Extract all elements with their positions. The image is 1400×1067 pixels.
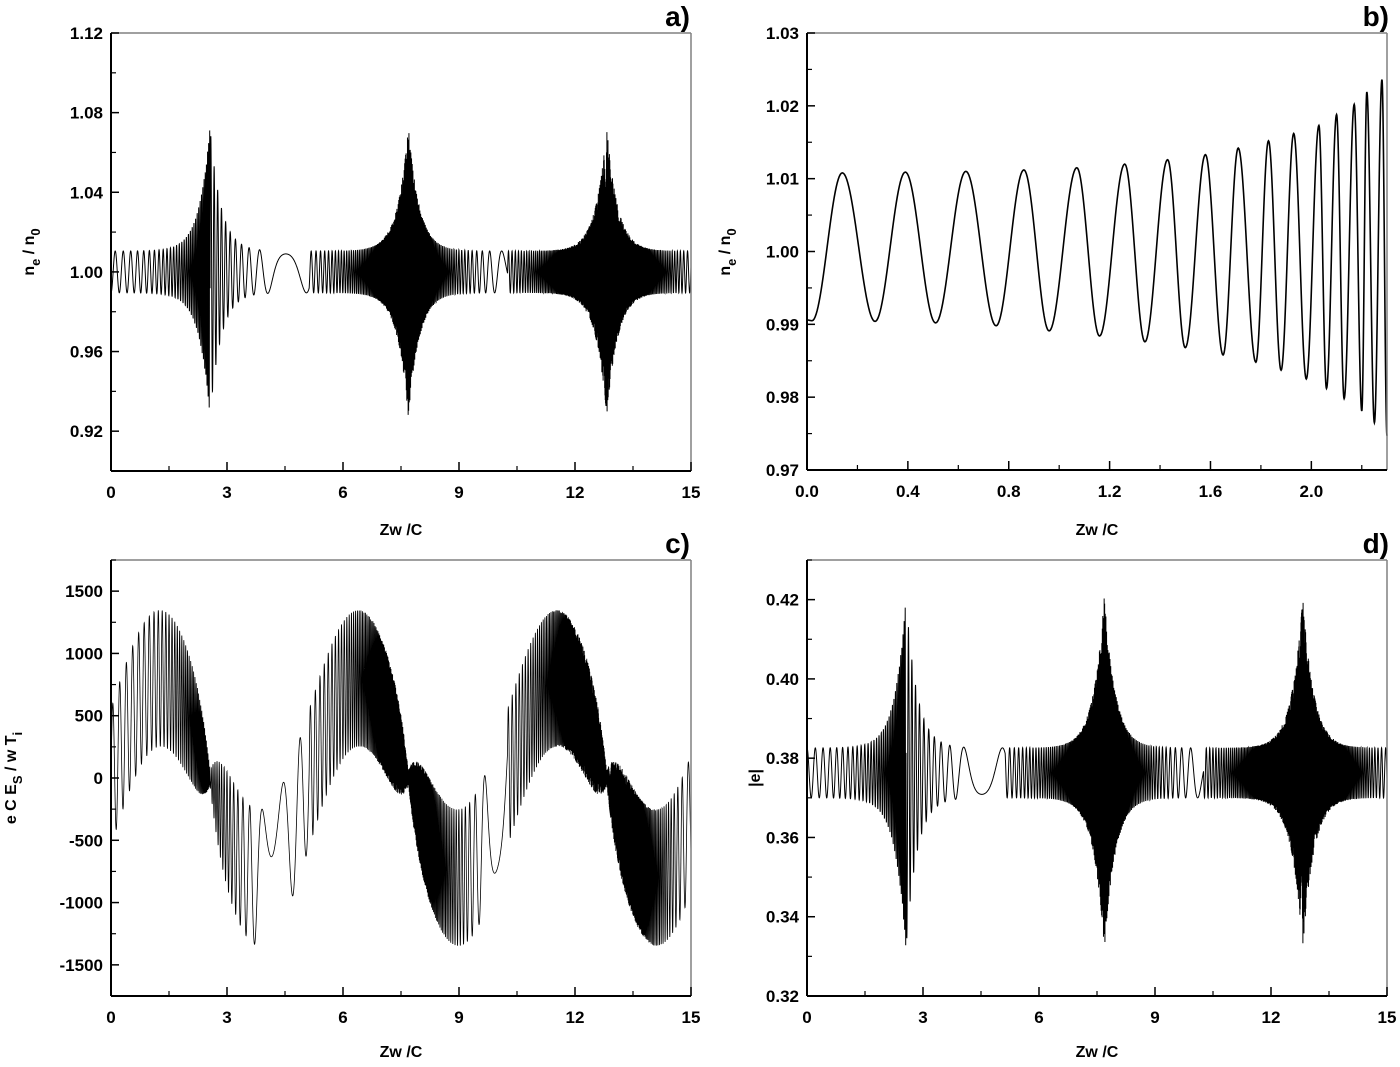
x-tick-label: 12: [566, 483, 585, 502]
x-tick-label: 9: [454, 1008, 463, 1027]
y-tick-label: 1000: [65, 644, 103, 663]
y-tick-label: 500: [75, 707, 103, 726]
x-tick-label: 3: [918, 1008, 927, 1027]
y-axis-ticks: 0.32 0.34 0.36 0.38 0.40 0.42: [766, 559, 815, 1006]
x-axis-title: Zw /C: [380, 522, 423, 539]
x-axis-ticks: 0 3 6 9 12 15: [106, 987, 700, 1027]
panel-c: c) -1500 -1000 -500 0 500 1000 1500 0 3 6 9 12 15 Z…: [3, 528, 700, 1061]
x-tick-label: 6: [1034, 1008, 1043, 1027]
x-tick-label: 0.4: [896, 482, 920, 501]
data-curve: [806, 598, 1388, 946]
y-tick-label: 1.01: [766, 170, 799, 189]
y-axis-ticks: 0.92 0.96 1.00 1.04 1.08 1.12: [70, 24, 119, 472]
y-tick-label: 1500: [65, 582, 103, 601]
x-tick-label: 3: [222, 1008, 231, 1027]
x-tick-label: 15: [682, 483, 701, 502]
x-tick-label: 15: [1378, 1008, 1397, 1027]
y-tick-label: 1.04: [70, 183, 104, 202]
x-tick-label: 1.6: [1199, 482, 1223, 501]
y-tick-label: 0.97: [766, 461, 799, 480]
y-tick-label: 0.40: [766, 670, 799, 689]
y-tick-label: 0.34: [766, 908, 800, 927]
x-tick-label: 2.0: [1300, 482, 1324, 501]
y-tick-label: 1.12: [70, 24, 103, 43]
x-axis-title: Zw /C: [1076, 1044, 1119, 1061]
y-tick-label: 1.02: [766, 97, 799, 116]
panel-b: b) 0.970.980.991.001.011.021.03 0.0 0.4 0.…: [717, 1, 1389, 539]
data-curve: [110, 610, 692, 946]
y-tick-label: 0.98: [766, 388, 799, 407]
y-tick-label: 0.42: [766, 591, 799, 610]
x-tick-label: 1.2: [1098, 482, 1122, 501]
x-axis-ticks: 0.0 0.4 0.8 1.2 1.6 2.0: [795, 461, 1363, 501]
y-tick-label: 0.99: [766, 315, 799, 334]
x-tick-label: 9: [454, 483, 463, 502]
y-axis-title: ne / n0: [717, 228, 739, 275]
y-axis-ticks: -1500 -1000 -500 0 500 1000 1500: [60, 559, 119, 997]
x-tick-label: 0.8: [997, 482, 1021, 501]
y-tick-label: -500: [69, 831, 103, 850]
x-axis-title: Zw /C: [380, 1044, 423, 1061]
x-axis-ticks: 0 3 6 9 12 15: [802, 987, 1396, 1027]
panel-d: d) 0.32 0.34 0.36 0.38 0.40 0.42 0 3 6 9 12 15 Zw …: [747, 528, 1396, 1061]
x-axis-ticks: 0 3 6 9 12 15: [106, 462, 700, 502]
data-curve: [110, 130, 692, 415]
y-tick-label: 0: [94, 769, 103, 788]
y-tick-label: 1.00: [70, 263, 103, 282]
x-tick-label: 0: [106, 1008, 115, 1027]
panel-label: c): [665, 528, 690, 559]
x-tick-label: 12: [566, 1008, 585, 1027]
y-axis-title: ne / n0: [21, 228, 43, 275]
y-axis-ticks: 0.97 0.98 0.99 1.00 1.01 1.02 1.03: [766, 24, 815, 480]
x-tick-label: 3: [222, 483, 231, 502]
x-tick-label: 0: [802, 1008, 811, 1027]
panel-label: a): [665, 1, 690, 32]
x-tick-label: 9: [1150, 1008, 1159, 1027]
x-axis-title: Zw /C: [1076, 522, 1119, 539]
panel-label: b): [1363, 1, 1389, 32]
y-tick-label: 0.96: [70, 343, 103, 362]
y-tick-label: -1500: [60, 956, 103, 975]
y-axis-title: e C ES / w Ti: [3, 732, 25, 824]
panel-a: a) 0.92 0.96 1.00 1.04 1.08 1.12 0 3 6 9 12 15 Zw …: [21, 1, 700, 539]
x-tick-label: 0: [106, 483, 115, 502]
x-tick-label: 12: [1262, 1008, 1281, 1027]
y-tick-label: -1000: [60, 894, 103, 913]
x-tick-label: 0.0: [795, 482, 819, 501]
x-tick-label: 6: [338, 1008, 347, 1027]
x-tick-label: 6: [338, 483, 347, 502]
x-tick-label: 15: [682, 1008, 701, 1027]
y-tick-label: 1.08: [70, 104, 103, 123]
y-tick-label: 1.03: [766, 24, 799, 43]
y-tick-label: 0.36: [766, 828, 799, 847]
panel-label: d): [1363, 528, 1389, 559]
y-axis-title: |e|: [747, 769, 764, 787]
y-tick-label: 1.00: [766, 243, 799, 262]
data-curve: [806, 79, 1388, 436]
y-tick-label: 0.32: [766, 987, 799, 1006]
y-tick-label: 0.38: [766, 749, 799, 768]
y-tick-label: 0.92: [70, 422, 103, 441]
